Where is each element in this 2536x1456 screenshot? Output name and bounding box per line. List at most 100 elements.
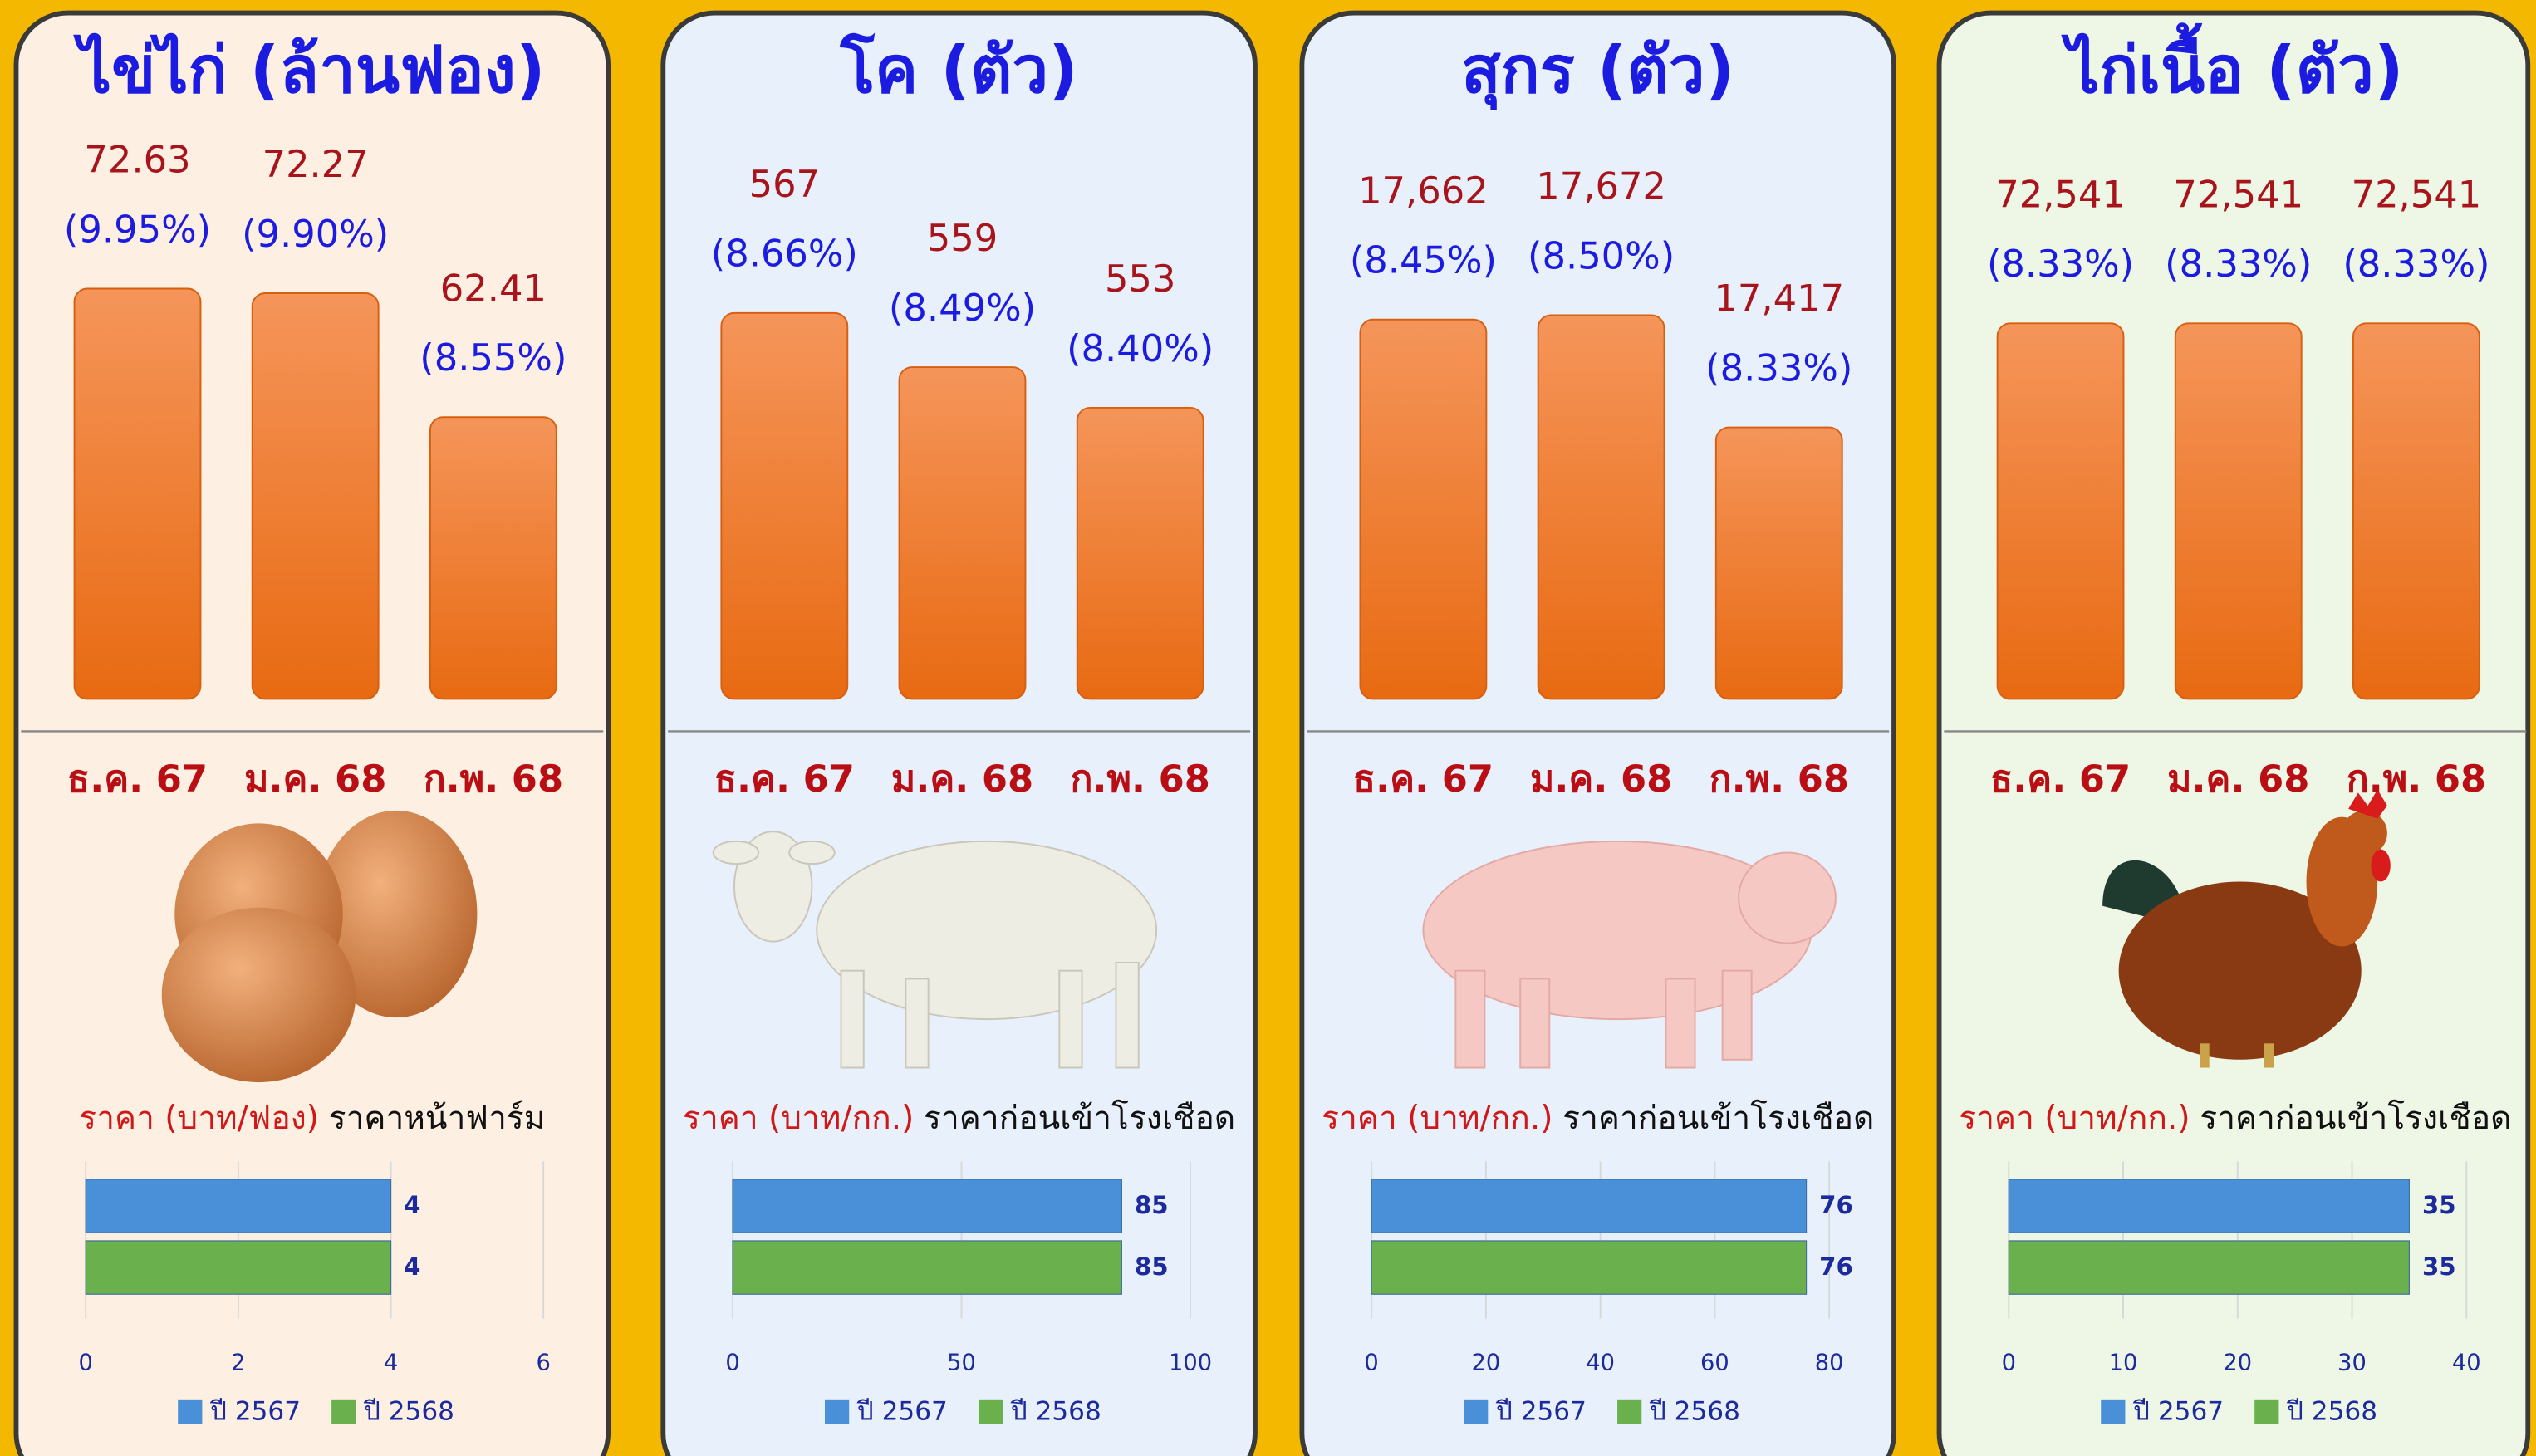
panel-title: สุกร (ตัว) <box>1461 33 1734 110</box>
legend-swatch <box>331 1400 356 1424</box>
price-heading: ราคา (บาท/กก.)ราคาก่อนเข้าโรงเชือด <box>1322 1099 1874 1136</box>
x-tick-label: 30 <box>2337 1350 2367 1375</box>
value-label: 72.27 <box>262 142 369 186</box>
share-label: (8.49%) <box>889 286 1036 330</box>
price-heading: ราคา (บาท/กก.) ราคาก่อนเข้าโรงเชือด <box>683 1099 1235 1136</box>
bar <box>900 367 1026 699</box>
value-label: 17,417 <box>1714 277 1844 321</box>
x-tick-label: 0 <box>2002 1350 2016 1375</box>
x-tick-label: ก.พ. 68 <box>424 757 564 801</box>
value-label: 72,541 <box>2173 172 2303 216</box>
x-tick-label: ธ.ค. 67 <box>1990 757 2131 801</box>
share-label: (8.50%) <box>1528 233 1675 277</box>
price-title: ราคา (บาท/กก.) <box>1322 1099 1553 1136</box>
x-tick-label: 40 <box>2452 1350 2481 1375</box>
value-label: 72,541 <box>1995 172 2126 216</box>
price-heading: ราคา (บาท/ฟอง)ราคาหน้าฟาร์ม <box>79 1099 545 1136</box>
bar <box>1371 1179 1806 1233</box>
share-label: (9.95%) <box>64 207 211 251</box>
x-tick-label: 2 <box>231 1350 245 1375</box>
x-tick-label: ก.พ. 68 <box>1070 757 1210 801</box>
price-subtitle: ราคาก่อนเข้าโรงเชือด <box>2200 1099 2511 1136</box>
panel-title: ไก่เนื้อ (ตัว) <box>2061 22 2403 108</box>
legend-swatch <box>178 1400 202 1424</box>
x-tick-label: 20 <box>2223 1350 2252 1375</box>
bar <box>721 313 847 699</box>
bar <box>86 1179 390 1233</box>
value-label: 72,541 <box>2352 172 2482 216</box>
x-tick-label: 4 <box>384 1350 398 1375</box>
legend-swatch <box>1464 1400 1488 1424</box>
x-tick-label: ธ.ค. 67 <box>67 757 208 801</box>
legend-swatch <box>2101 1400 2125 1424</box>
legend-swatch <box>2254 1400 2278 1424</box>
bar <box>2009 1179 2409 1233</box>
x-tick-label: ม.ค. 68 <box>891 757 1033 801</box>
price-subtitle: ราคาก่อนเข้าโรงเชือด <box>1562 1099 1874 1136</box>
legend-swatch <box>1617 1400 1641 1424</box>
x-tick-label: 60 <box>1700 1350 1729 1375</box>
legend-swatch <box>979 1400 1003 1424</box>
legend-label: ปี 2567 <box>856 1396 948 1426</box>
bar <box>75 289 201 699</box>
share-label: (8.45%) <box>1350 238 1497 282</box>
panel <box>1940 13 2529 1456</box>
bar <box>1716 428 1842 699</box>
x-tick-label: ม.ค. 68 <box>2167 757 2309 801</box>
bar <box>1371 1241 1806 1294</box>
legend-label: ปี 2568 <box>1010 1396 1101 1426</box>
x-tick-label: 50 <box>947 1350 976 1375</box>
page: {"chart_data": [ {"type": "bar", "title"… <box>0 0 2536 1456</box>
legend-label: ปี 2567 <box>2132 1396 2224 1426</box>
value-label: 553 <box>1105 257 1175 301</box>
x-tick-label: 10 <box>2109 1350 2138 1375</box>
bar <box>86 1241 390 1294</box>
bar <box>253 293 379 699</box>
panel-title: ไข่ไก่ (ล้านฟอง) <box>73 32 546 108</box>
value-label: 62.41 <box>440 266 547 310</box>
data-label: 35 <box>2422 1253 2456 1281</box>
share-label: (9.90%) <box>242 212 389 256</box>
share-label: (8.66%) <box>711 232 858 276</box>
legend-label: ปี 2567 <box>209 1396 301 1426</box>
data-label: 4 <box>404 1253 420 1281</box>
x-tick-label: 0 <box>725 1350 739 1375</box>
bar <box>1360 320 1486 699</box>
x-tick-label: ก.พ. 68 <box>1709 757 1849 801</box>
bar <box>1538 315 1665 699</box>
price-title: ราคา (บาท/ฟอง) <box>79 1099 319 1136</box>
bar <box>2353 323 2480 699</box>
x-tick-label: 6 <box>537 1350 551 1375</box>
share-label: (8.55%) <box>419 336 567 380</box>
x-tick-label: 80 <box>1815 1350 1844 1375</box>
x-tick-label: ม.ค. 68 <box>1530 757 1672 801</box>
data-label: 35 <box>2422 1191 2456 1219</box>
bar <box>1998 323 2124 699</box>
bar <box>2009 1241 2409 1294</box>
value-label: 567 <box>749 162 820 206</box>
legend-label: ปี 2568 <box>363 1396 454 1426</box>
x-tick-label: ธ.ค. 67 <box>714 757 855 801</box>
value-label: 17,672 <box>1536 164 1666 208</box>
share-label: (8.33%) <box>2165 242 2312 286</box>
data-label: 4 <box>404 1191 420 1219</box>
share-label: (8.33%) <box>2342 242 2489 286</box>
legend-swatch <box>825 1400 849 1424</box>
x-tick-label: 0 <box>1364 1350 1378 1375</box>
share-label: (8.33%) <box>1705 346 1852 390</box>
x-tick-label: 20 <box>1472 1350 1501 1375</box>
value-label: 17,662 <box>1358 169 1489 213</box>
bar <box>733 1179 1121 1233</box>
value-label: 72.63 <box>84 138 190 182</box>
price-title: ราคา (บาท/กก.) <box>683 1099 914 1136</box>
panel <box>1302 13 1894 1456</box>
price-subtitle: ราคาก่อนเข้าโรงเชือด <box>924 1099 1235 1136</box>
value-label: 559 <box>927 216 998 260</box>
infographic: ไข่ไก่ (ล้านฟอง) 72.63 (9.95%) ธ.ค. 67 72.27… <box>0 0 2536 1456</box>
legend-label: ปี 2567 <box>1495 1396 1587 1426</box>
legend-label: ปี 2568 <box>2286 1396 2377 1426</box>
x-tick-label: 40 <box>1586 1350 1615 1375</box>
price-heading: ราคา (บาท/กก.)ราคาก่อนเข้าโรงเชือด <box>1959 1099 2511 1136</box>
x-tick-label: 100 <box>1169 1350 1212 1375</box>
panel-title: โค (ตัว) <box>839 32 1077 108</box>
